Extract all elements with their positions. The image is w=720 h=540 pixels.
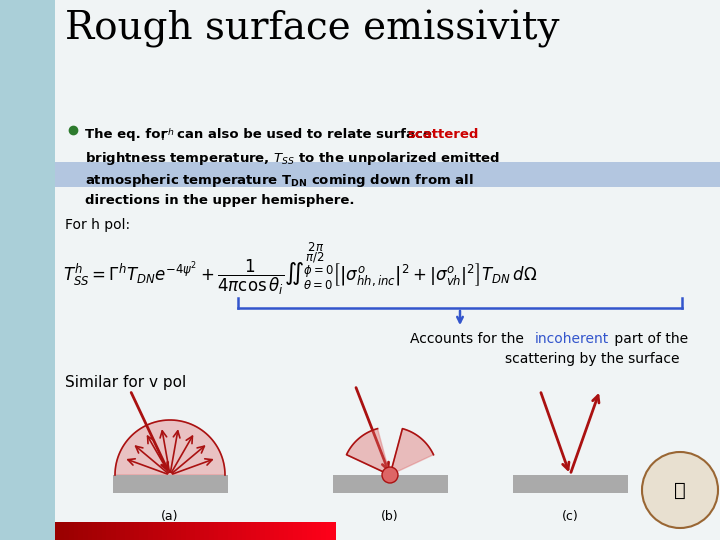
FancyBboxPatch shape	[88, 522, 94, 540]
FancyBboxPatch shape	[297, 522, 303, 540]
Text: $T^h_{SS} = \Gamma^h T_{DN} e^{-4\psi^2} + \dfrac{1}{4\pi \cos\theta_i} \int\!\!: $T^h_{SS} = \Gamma^h T_{DN} e^{-4\psi^2}…	[63, 240, 537, 296]
Text: For h pol:: For h pol:	[65, 218, 130, 232]
FancyBboxPatch shape	[237, 522, 243, 540]
FancyBboxPatch shape	[55, 0, 720, 540]
FancyBboxPatch shape	[73, 522, 79, 540]
FancyBboxPatch shape	[83, 522, 89, 540]
Text: Rough surface emissivity: Rough surface emissivity	[65, 10, 559, 48]
FancyBboxPatch shape	[139, 522, 145, 540]
FancyBboxPatch shape	[116, 522, 122, 540]
FancyBboxPatch shape	[130, 522, 135, 540]
FancyBboxPatch shape	[209, 522, 215, 540]
FancyBboxPatch shape	[144, 522, 149, 540]
FancyBboxPatch shape	[97, 522, 103, 540]
Text: part of the: part of the	[610, 332, 688, 346]
Polygon shape	[346, 429, 390, 475]
FancyBboxPatch shape	[265, 522, 271, 540]
FancyBboxPatch shape	[270, 522, 275, 540]
FancyBboxPatch shape	[261, 522, 266, 540]
Text: Accounts for the: Accounts for the	[410, 332, 528, 346]
Circle shape	[382, 467, 398, 483]
FancyBboxPatch shape	[92, 522, 98, 540]
Text: scattered: scattered	[407, 128, 478, 141]
Text: can also be used to relate surface: can also be used to relate surface	[177, 128, 432, 141]
FancyBboxPatch shape	[190, 522, 196, 540]
Text: brightness temperature, $T_{SS}$ to the unpolarized emitted: brightness temperature, $T_{SS}$ to the …	[85, 150, 500, 167]
FancyBboxPatch shape	[111, 522, 117, 540]
FancyBboxPatch shape	[171, 522, 177, 540]
Circle shape	[642, 452, 718, 528]
FancyBboxPatch shape	[246, 522, 252, 540]
FancyBboxPatch shape	[312, 522, 318, 540]
FancyBboxPatch shape	[167, 522, 173, 540]
Text: directions in the upper hemisphere.: directions in the upper hemisphere.	[85, 194, 354, 207]
Text: (a): (a)	[161, 510, 179, 523]
FancyBboxPatch shape	[251, 522, 256, 540]
Text: The eq. for: The eq. for	[85, 128, 172, 141]
FancyBboxPatch shape	[223, 522, 229, 540]
FancyBboxPatch shape	[233, 522, 238, 540]
FancyBboxPatch shape	[333, 475, 448, 493]
FancyBboxPatch shape	[288, 522, 294, 540]
FancyBboxPatch shape	[153, 522, 158, 540]
FancyBboxPatch shape	[148, 522, 154, 540]
FancyBboxPatch shape	[69, 522, 75, 540]
FancyBboxPatch shape	[125, 522, 130, 540]
FancyBboxPatch shape	[284, 522, 289, 540]
FancyBboxPatch shape	[195, 522, 201, 540]
Text: $\mathit{\Gamma}^h$: $\mathit{\Gamma}^h$	[160, 128, 175, 144]
FancyBboxPatch shape	[102, 522, 107, 540]
Text: 🏛: 🏛	[674, 481, 686, 500]
FancyBboxPatch shape	[162, 522, 168, 540]
FancyBboxPatch shape	[181, 522, 186, 540]
FancyBboxPatch shape	[55, 522, 60, 540]
Polygon shape	[115, 420, 225, 475]
FancyBboxPatch shape	[228, 522, 233, 540]
FancyBboxPatch shape	[112, 475, 228, 493]
FancyBboxPatch shape	[135, 522, 140, 540]
FancyBboxPatch shape	[60, 522, 66, 540]
FancyBboxPatch shape	[302, 522, 308, 540]
FancyBboxPatch shape	[186, 522, 192, 540]
FancyBboxPatch shape	[199, 522, 205, 540]
FancyBboxPatch shape	[316, 522, 322, 540]
FancyBboxPatch shape	[274, 522, 280, 540]
Polygon shape	[390, 429, 433, 475]
FancyBboxPatch shape	[107, 522, 112, 540]
FancyBboxPatch shape	[242, 522, 248, 540]
FancyBboxPatch shape	[158, 522, 163, 540]
Text: atmospheric temperature $\mathbf{T_{DN}}$ coming down from all: atmospheric temperature $\mathbf{T_{DN}}…	[85, 172, 474, 189]
Text: incoherent: incoherent	[535, 332, 609, 346]
FancyBboxPatch shape	[325, 522, 331, 540]
FancyBboxPatch shape	[78, 522, 84, 540]
FancyBboxPatch shape	[120, 522, 126, 540]
FancyBboxPatch shape	[214, 522, 220, 540]
FancyBboxPatch shape	[218, 522, 224, 540]
Text: (c): (c)	[562, 510, 578, 523]
FancyBboxPatch shape	[293, 522, 299, 540]
FancyBboxPatch shape	[513, 475, 628, 493]
Text: scattering by the surface: scattering by the surface	[505, 352, 680, 366]
FancyBboxPatch shape	[307, 522, 312, 540]
FancyBboxPatch shape	[330, 522, 336, 540]
FancyBboxPatch shape	[204, 522, 210, 540]
FancyBboxPatch shape	[176, 522, 182, 540]
FancyBboxPatch shape	[55, 162, 720, 187]
FancyBboxPatch shape	[321, 522, 327, 540]
FancyBboxPatch shape	[279, 522, 284, 540]
FancyBboxPatch shape	[64, 522, 70, 540]
Text: (b): (b)	[381, 510, 399, 523]
Text: Similar for v pol: Similar for v pol	[65, 375, 186, 390]
FancyBboxPatch shape	[256, 522, 261, 540]
